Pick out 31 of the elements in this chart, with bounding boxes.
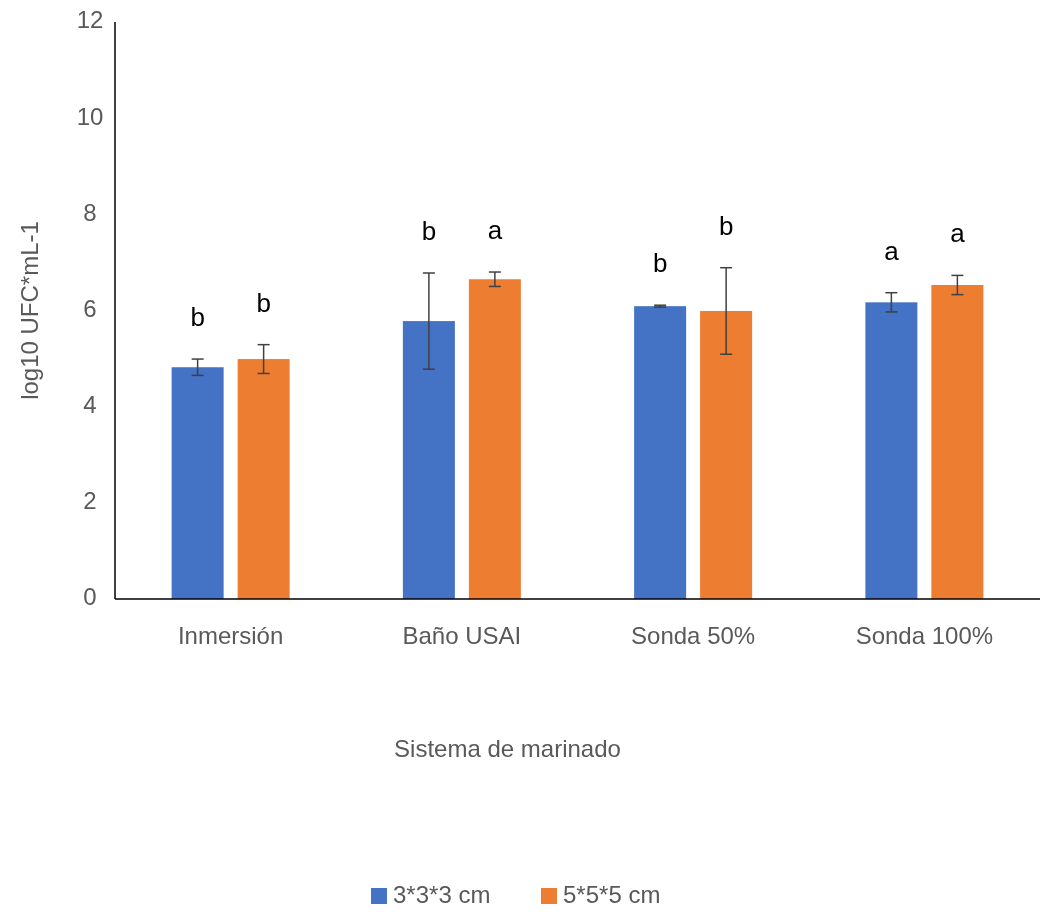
y-tick-label: 4	[83, 391, 97, 419]
y-tick-label: 2	[83, 487, 97, 515]
annotation: b	[421, 215, 437, 246]
legend-label: 5*5*5 cm	[563, 881, 661, 909]
legend-label: 3*3*3 cm	[393, 881, 491, 909]
bar	[402, 321, 455, 599]
x-tick-label: Sonda 50%	[631, 622, 756, 650]
x-tick-label: Sonda 100%	[855, 622, 994, 650]
x-tick-label: Baño USAI	[402, 622, 522, 650]
annotation: a	[487, 214, 503, 245]
bar	[468, 279, 521, 599]
bar	[865, 302, 918, 599]
y-tick-label: 10	[76, 102, 104, 130]
y-tick-label: 8	[83, 198, 97, 226]
annotation: b	[190, 301, 205, 332]
bar	[634, 306, 687, 599]
y-tick-label: 0	[83, 583, 97, 611]
x-tick-label: Inmersión	[177, 622, 284, 650]
bar	[931, 285, 984, 599]
annotation: b	[652, 248, 668, 279]
x-axis-title: Sistema de marinado	[394, 735, 621, 763]
bar	[700, 310, 753, 599]
annotation: a	[884, 235, 900, 266]
bar	[237, 359, 290, 599]
bar	[171, 367, 224, 599]
y-tick-label: 6	[83, 294, 97, 322]
annotation: b	[256, 287, 271, 318]
y-tick-label: 12	[76, 6, 104, 34]
annotation: a	[950, 218, 966, 249]
annotation: b	[718, 210, 734, 241]
y-axis-title: log10 UFC*mL-1	[16, 221, 44, 400]
